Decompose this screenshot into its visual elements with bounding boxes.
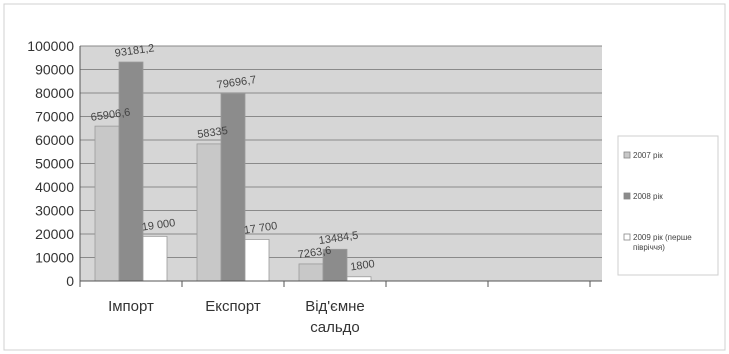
data-label: 13484,5	[318, 230, 359, 247]
bar	[244, 239, 270, 282]
legend-label: 2008 рік	[633, 192, 663, 201]
y-tick-label: 80000	[35, 85, 74, 101]
bar	[346, 276, 372, 282]
y-tick-label: 60000	[35, 132, 74, 148]
y-axis: 0 10000 20000 30000 40000 50000 60000 70000 8000…	[27, 38, 81, 289]
legend-label: півріччя)	[633, 243, 665, 252]
bar	[142, 235, 168, 282]
legend-swatch	[623, 192, 631, 200]
data-labels: 65906,6 93181,2 19 000 58335 79696,7 17 700 72…	[90, 42, 375, 273]
y-tick-label: 90000	[35, 62, 74, 78]
y-tick-label: 0	[66, 273, 74, 289]
y-tick-label: 20000	[35, 226, 74, 242]
data-label: 65906,6	[90, 106, 131, 123]
chart-border	[3, 3, 726, 351]
data-label: 79696,7	[216, 74, 257, 91]
y-tick-label: 40000	[35, 179, 74, 195]
y-tick-label: 10000	[35, 250, 74, 266]
data-label: 19 000	[141, 217, 176, 234]
legend-swatch	[623, 151, 631, 159]
category-label: сальдо	[310, 319, 360, 336]
legend-box	[617, 135, 719, 276]
bar	[322, 248, 348, 282]
bar	[118, 61, 144, 282]
legend-label: 2009 рік (перше	[633, 233, 692, 242]
y-tick-label: 50000	[35, 156, 74, 172]
y-tick-label: 70000	[35, 109, 74, 125]
data-label: 7263,6	[297, 245, 332, 262]
x-axis: Імпорт Експорт Від'ємне сальдо	[79, 280, 602, 336]
data-label: 58335	[197, 125, 229, 141]
bars	[94, 61, 372, 282]
data-label: 93181,2	[114, 42, 155, 59]
bar	[94, 125, 120, 282]
category-label: Експорт	[205, 298, 261, 315]
category-label: Імпорт	[108, 298, 154, 315]
category-label: Від'ємне	[305, 298, 365, 315]
y-tick-label: 100000	[27, 38, 74, 54]
y-tick-label: 30000	[35, 203, 74, 219]
bar	[220, 93, 246, 282]
bar	[298, 263, 324, 282]
legend-label: 2007 рік	[633, 151, 663, 160]
legend-swatch	[623, 233, 631, 241]
data-label: 17 700	[243, 220, 278, 237]
bar	[196, 143, 222, 282]
data-label: 1800	[350, 258, 376, 273]
